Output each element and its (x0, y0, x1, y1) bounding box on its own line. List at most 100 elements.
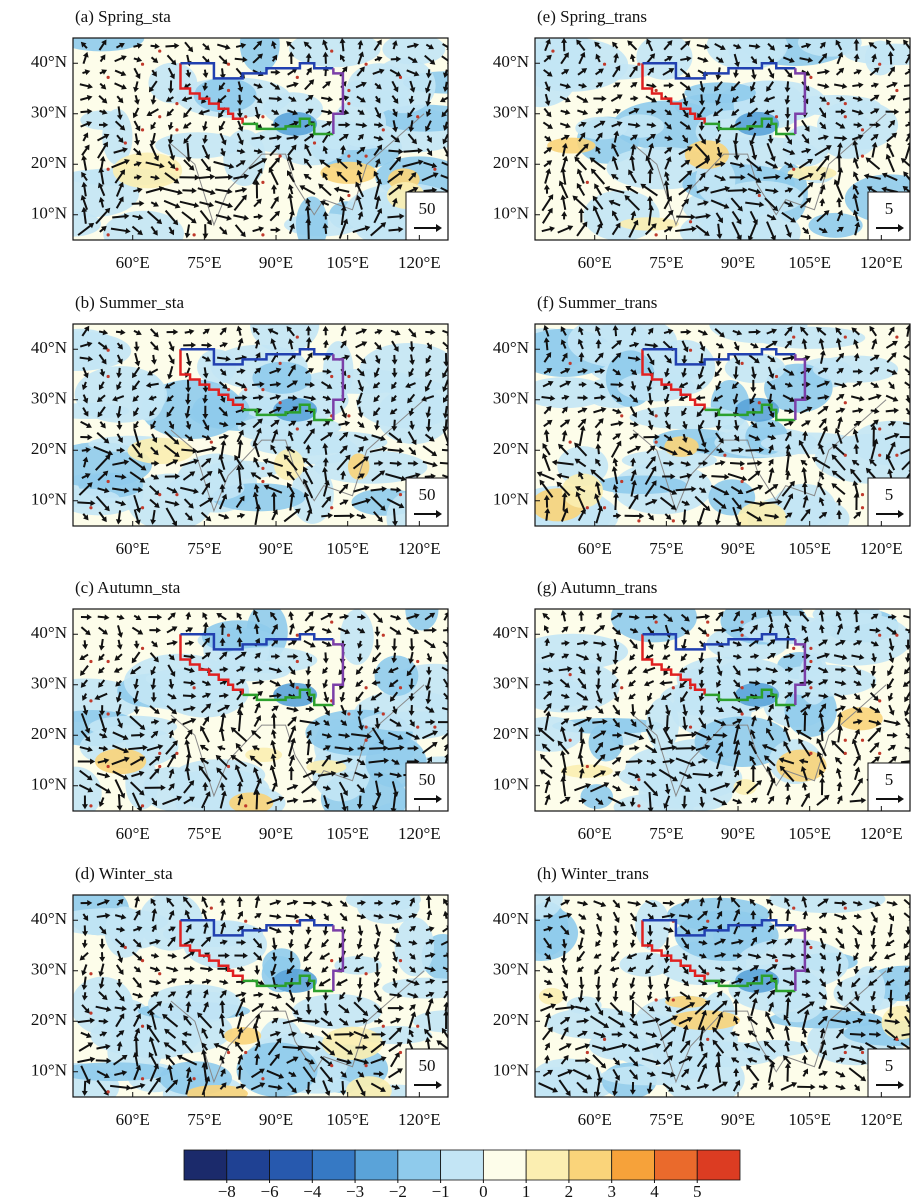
significance-dot (775, 375, 778, 378)
significance-dot (672, 519, 675, 522)
significance-dot (551, 49, 554, 52)
significance-dot (655, 441, 658, 444)
significance-dot (175, 102, 178, 105)
wind-arrow (442, 450, 450, 451)
significance-dot (296, 660, 299, 663)
significance-dot (741, 467, 744, 470)
y-tick-label: 10°N (493, 490, 529, 509)
y-tick-label: 30°N (31, 389, 67, 408)
x-tick-label: 120°E (860, 253, 903, 272)
significance-dot (296, 686, 299, 689)
wind-arrow (676, 489, 694, 490)
y-tick-label: 10°N (31, 775, 67, 794)
significance-dot (347, 89, 350, 92)
significance-dot (399, 76, 402, 79)
panel-title: (d) Winter_sta (75, 864, 173, 883)
significance-dot (365, 63, 368, 66)
field-blob (289, 31, 381, 68)
wind-arrow (626, 761, 640, 762)
x-tick-label: 60°E (578, 539, 612, 558)
y-tick-label: 10°N (31, 204, 67, 223)
significance-dot (227, 634, 230, 637)
significance-dot (844, 115, 847, 118)
y-tick-label: 20°N (31, 439, 67, 458)
wind-arrow-head (448, 190, 454, 195)
wind-arrow (119, 794, 120, 807)
x-tick-label: 75°E (649, 253, 683, 272)
x-tick-label: 120°E (398, 253, 441, 272)
x-tick-label: 75°E (649, 539, 683, 558)
significance-dot (141, 506, 144, 509)
field-blob (322, 1027, 383, 1060)
significance-dot (878, 63, 881, 66)
significance-dot (758, 194, 761, 197)
significance-dot (450, 168, 453, 171)
x-tick-label: 120°E (398, 539, 441, 558)
wind-arrow (388, 450, 402, 451)
significance-dot (689, 220, 692, 223)
significance-dot (107, 349, 110, 352)
wind-arrow (394, 509, 395, 524)
y-tick-label: 30°N (31, 674, 67, 693)
x-tick-label: 75°E (187, 253, 221, 272)
significance-dot (382, 128, 385, 131)
significance-dot (792, 168, 795, 171)
significance-dot (107, 233, 110, 236)
field-blob (292, 994, 381, 1029)
x-tick-label: 90°E (259, 253, 293, 272)
significance-dot (107, 1090, 110, 1093)
panel-title: (a) Spring_sta (75, 7, 171, 26)
wind-arrow (763, 177, 777, 178)
significance-dot (89, 972, 92, 975)
significance-dot (330, 959, 333, 962)
significance-dot (912, 76, 915, 79)
significance-dot (450, 765, 453, 768)
wind-arrow-head (910, 95, 916, 101)
significance-dot (861, 506, 864, 509)
field-blob (372, 58, 436, 113)
significance-dot (89, 660, 92, 663)
significance-dot (655, 233, 658, 236)
significance-dot (107, 168, 110, 171)
significance-dot (878, 454, 881, 457)
x-tick-label: 120°E (398, 824, 441, 843)
significance-dot (210, 906, 213, 909)
significance-dot (655, 89, 658, 92)
significance-dot (175, 493, 178, 496)
significance-dot (569, 441, 572, 444)
significance-dot (844, 102, 847, 105)
field-blob (245, 748, 282, 762)
x-tick-label: 105°E (788, 253, 831, 272)
significance-dot (261, 467, 264, 470)
significance-dot (107, 660, 110, 663)
significance-dot (261, 480, 264, 483)
significance-dot (586, 765, 589, 768)
y-tick-label: 40°N (31, 338, 67, 357)
significance-dot (809, 76, 812, 79)
significance-dot (603, 506, 606, 509)
significance-dot (450, 233, 453, 236)
wind-arrow (300, 1021, 317, 1022)
map-panel: 5(e) Spring_trans60°E75°E90°E105°E120°E1… (493, 7, 922, 272)
significance-dot (844, 454, 847, 457)
significance-dot (382, 634, 385, 637)
significance-dot (158, 115, 161, 118)
significance-dot (279, 401, 282, 404)
wind-arrow-head (450, 461, 455, 467)
y-tick-label: 20°N (493, 439, 529, 458)
significance-dot (296, 76, 299, 79)
significance-dot (827, 102, 830, 105)
significance-dot (227, 765, 230, 768)
wind-arrow-head (448, 938, 454, 943)
significance-dot (655, 620, 658, 623)
significance-dot (347, 102, 350, 105)
significance-dot (89, 506, 92, 509)
wind-arrow-head (448, 176, 454, 182)
significance-dot (416, 660, 419, 663)
y-tick-label: 10°N (31, 490, 67, 509)
wind-arrow (904, 85, 912, 86)
wind-arrow (676, 748, 694, 749)
significance-dot (141, 647, 144, 650)
y-tick-label: 30°N (31, 103, 67, 122)
